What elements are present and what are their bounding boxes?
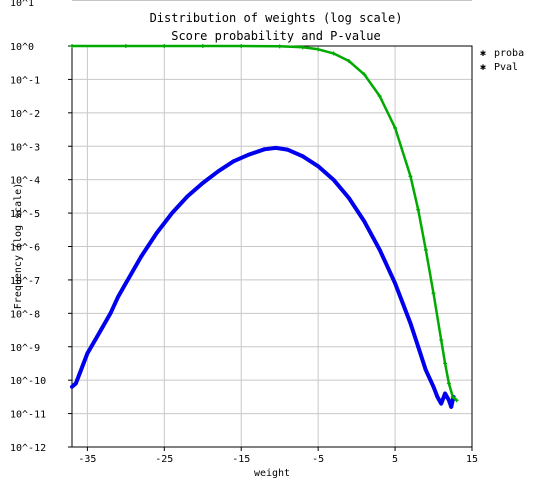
data-point-pval [277, 44, 282, 49]
data-point-proba [446, 398, 451, 403]
legend-label-pval: Pval [494, 62, 518, 73]
data-point-proba [300, 154, 305, 159]
x-tick-label: -5 [312, 454, 324, 465]
data-point-proba [423, 368, 428, 373]
data-point-proba [81, 361, 86, 366]
data-point-pval [362, 72, 367, 77]
data-point-pval [423, 247, 428, 252]
data-point-proba [435, 394, 440, 399]
y-tick-label: 10^-1 [10, 75, 40, 86]
data-point-proba [116, 294, 121, 299]
data-point-proba [73, 381, 78, 386]
x-tick-label: 15 [466, 454, 478, 465]
data-point-pval [346, 59, 351, 64]
data-point-pval [393, 125, 398, 130]
y-tick-label: 10^0 [10, 42, 34, 53]
y-tick-label: 10^-2 [10, 109, 40, 120]
data-point-proba [139, 254, 144, 259]
y-tick-label: 10^-8 [10, 309, 40, 320]
data-point-proba [362, 219, 367, 224]
data-point-proba [108, 311, 113, 316]
y-tick-label: 10^-7 [10, 276, 40, 287]
data-point-proba [393, 281, 398, 286]
data-point-pval [450, 394, 455, 399]
x-axis-ticks: -35 -25 -15 -5 5 15 [78, 447, 478, 465]
data-point-proba [185, 194, 190, 199]
x-tick-label: 5 [392, 454, 398, 465]
data-point-proba [439, 401, 444, 406]
y-tick-label: 10^-11 [10, 410, 46, 421]
data-point-pval [239, 44, 244, 48]
data-point-proba [285, 147, 290, 152]
series-group [70, 44, 459, 409]
data-point-proba [443, 391, 448, 396]
data-point-proba [216, 169, 221, 174]
data-point-proba [77, 371, 82, 376]
data-point-pval [408, 174, 413, 179]
data-point-proba [316, 164, 321, 169]
data-point-proba [346, 196, 351, 201]
data-point-proba [449, 404, 454, 409]
data-point-proba [331, 177, 336, 182]
series-pval [70, 44, 459, 403]
x-axis-label: weight [254, 468, 290, 479]
data-point-proba [408, 321, 413, 326]
data-point-pval [300, 45, 305, 50]
data-point-proba [123, 281, 128, 286]
data-point-proba [231, 159, 236, 164]
chart-title: Distribution of weights (log scale) [150, 11, 403, 25]
data-point-proba [100, 324, 105, 329]
y-tick-label: 10^-9 [10, 343, 40, 354]
data-point-pval [439, 338, 444, 343]
legend: ✱ proba ✱ Pval [480, 48, 524, 73]
data-point-pval [431, 291, 436, 296]
legend-marker-proba: ✱ [480, 48, 486, 59]
top-cut-tick-label: 10^1 [10, 0, 34, 9]
data-point-proba [93, 338, 98, 343]
y-axis-ticks: 10^0 10^-1 10^-2 10^-3 10^-4 10^-5 10^-6 10^-7 1… [10, 42, 72, 454]
data-point-proba [431, 384, 436, 389]
data-point-proba [246, 152, 251, 157]
data-point-proba [416, 344, 421, 349]
data-point-pval [123, 44, 128, 48]
data-point-pval [446, 381, 451, 386]
y-tick-label: 10^-10 [10, 376, 46, 387]
data-point-pval [316, 47, 321, 52]
y-tick-label: 10^-12 [10, 443, 46, 454]
y-tick-label: 10^-5 [10, 209, 40, 220]
data-point-proba [273, 145, 278, 150]
data-point-proba [200, 181, 205, 186]
data-point-pval [331, 51, 336, 56]
data-point-pval [162, 44, 167, 48]
x-tick-label: -25 [155, 454, 173, 465]
x-tick-label: -35 [78, 454, 96, 465]
data-point-pval [377, 94, 382, 99]
y-tick-label: 10^-4 [10, 176, 40, 187]
chart-subtitle: Score probability and P-value [171, 29, 381, 43]
legend-label-proba: proba [494, 48, 524, 59]
legend-marker-pval: ✱ [480, 62, 486, 73]
y-tick-label: 10^-3 [10, 142, 40, 153]
data-point-pval [443, 361, 448, 366]
data-point-proba [262, 147, 267, 152]
data-point-pval [416, 207, 421, 212]
data-point-proba [85, 351, 90, 356]
x-tick-label: -15 [232, 454, 250, 465]
data-point-proba [70, 384, 74, 389]
data-point-pval [454, 398, 459, 403]
series-line-pval [70, 44, 458, 402]
y-axis-label: Frequency (log scale) [13, 183, 24, 309]
data-point-pval [200, 44, 205, 48]
data-point-proba [377, 247, 382, 252]
y-tick-label: 10^-6 [10, 243, 40, 254]
data-point-pval [70, 44, 74, 48]
data-point-proba [170, 211, 174, 216]
data-point-proba [131, 267, 136, 272]
data-point-proba [154, 231, 159, 236]
